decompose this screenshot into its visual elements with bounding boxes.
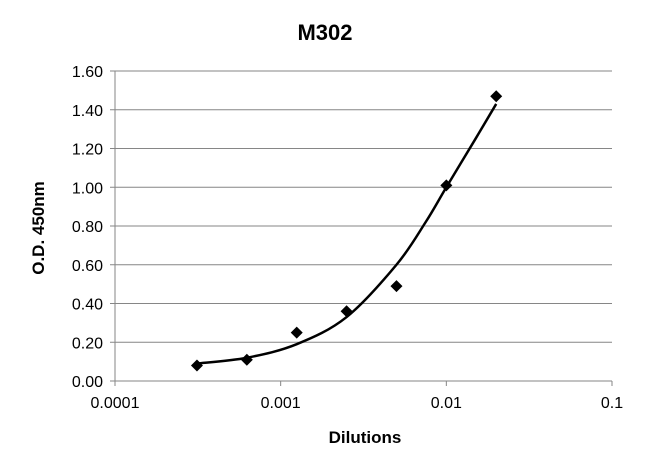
y-tick-label: 1.00 (72, 180, 103, 197)
chart-title: M302 (297, 20, 352, 45)
data-points (190, 90, 503, 372)
y-tick-labels: 0.00 0.20 0.40 0.60 0.80 1.00 1.20 1.40 1.60 (72, 64, 115, 391)
y-tick-label: 1.60 (72, 64, 103, 81)
fit-curve-line (196, 103, 498, 365)
y-tick-label: 0.40 (72, 297, 103, 314)
y-tick-label: 0.80 (72, 219, 103, 236)
x-tick-label: 0.0001 (91, 395, 140, 412)
x-tick-label: 0.01 (431, 395, 462, 412)
data-point-diamond (440, 179, 453, 192)
y-tick-label: 0.20 (72, 335, 103, 352)
y-tick-label: 0.60 (72, 258, 103, 275)
data-point-diamond (190, 359, 203, 372)
x-axis-label: Dilutions (329, 428, 402, 447)
data-point-diamond (340, 305, 353, 318)
y-tick-label: 1.40 (72, 103, 103, 120)
y-tick-label: 1.20 (72, 142, 103, 159)
data-point-diamond (290, 326, 303, 339)
data-point-diamond (390, 280, 403, 293)
x-tick-labels: 0.0001 0.001 0.01 0.1 (91, 381, 623, 412)
y-tick-label: 0.00 (72, 374, 103, 391)
x-tick-label: 0.001 (261, 395, 301, 412)
data-point-diamond (240, 353, 253, 366)
x-tick-label: 0.1 (601, 395, 623, 412)
gridlines (115, 70, 612, 343)
y-axis-label: O.D. 450nm (29, 181, 48, 275)
data-point-diamond (490, 90, 503, 103)
